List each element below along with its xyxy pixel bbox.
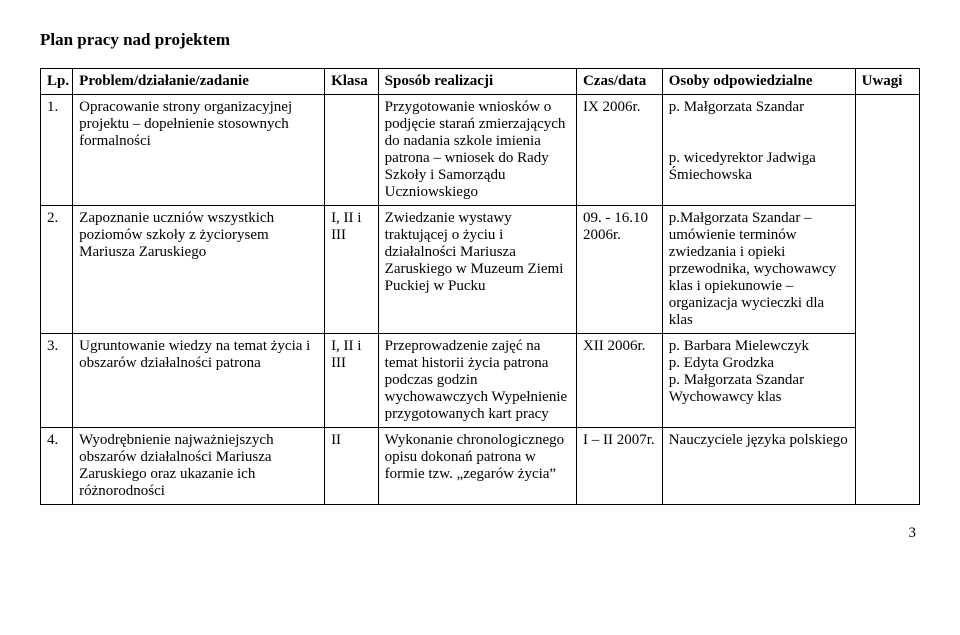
cell-czas: I – II 2007r. bbox=[576, 428, 662, 505]
col-sposob: Sposób realizacji bbox=[378, 69, 576, 95]
table-row: 1. Opracowanie strony organizacyjnej pro… bbox=[41, 95, 920, 206]
cell-osoby: p. Małgorzata Szandarp. wicedyrektor Jad… bbox=[662, 95, 855, 206]
col-uwagi: Uwagi bbox=[855, 69, 919, 95]
cell-sposob: Przygotowanie wniosków o podjęcie starań… bbox=[378, 95, 576, 206]
plan-table: Lp. Problem/działanie/zadanie Klasa Spos… bbox=[40, 68, 920, 505]
page-number: 3 bbox=[40, 525, 920, 542]
cell-czas: 09. - 16.10 2006r. bbox=[576, 206, 662, 334]
cell-sposob: Wykonanie chronologicznego opisu dokonań… bbox=[378, 428, 576, 505]
cell-sposob: Przeprowadzenie zajęć na temat historii … bbox=[378, 334, 576, 428]
col-osoby: Osoby odpowiedzialne bbox=[662, 69, 855, 95]
cell-osoby: p.Małgorzata Szandar – umówienie terminó… bbox=[662, 206, 855, 334]
cell-sposob: Zwiedzanie wystawy traktującej o życiu i… bbox=[378, 206, 576, 334]
page-title: Plan pracy nad projektem bbox=[40, 30, 920, 50]
cell-klasa: I, II i III bbox=[325, 334, 379, 428]
cell-uwagi bbox=[855, 95, 919, 505]
cell-czas: IX 2006r. bbox=[576, 95, 662, 206]
table-row: 3. Ugruntowanie wiedzy na temat życia i … bbox=[41, 334, 920, 428]
cell-problem: Ugruntowanie wiedzy na temat życia i obs… bbox=[73, 334, 325, 428]
cell-problem: Wyodrębnienie najważniejszych obszarów d… bbox=[73, 428, 325, 505]
cell-osoby: p. Barbara Mielewczykp. Edyta Grodzkap. … bbox=[662, 334, 855, 428]
cell-problem: Zapoznanie uczniów wszystkich poziomów s… bbox=[73, 206, 325, 334]
cell-lp: 3. bbox=[41, 334, 73, 428]
col-problem: Problem/działanie/zadanie bbox=[73, 69, 325, 95]
col-czas: Czas/data bbox=[576, 69, 662, 95]
cell-osoby: Nauczyciele języka polskiego bbox=[662, 428, 855, 505]
cell-lp: 4. bbox=[41, 428, 73, 505]
col-lp: Lp. bbox=[41, 69, 73, 95]
col-klasa: Klasa bbox=[325, 69, 379, 95]
cell-lp: 2. bbox=[41, 206, 73, 334]
table-row: 4. Wyodrębnienie najważniejszych obszaró… bbox=[41, 428, 920, 505]
cell-klasa bbox=[325, 95, 379, 206]
cell-problem: Opracowanie strony organizacyjnej projek… bbox=[73, 95, 325, 206]
table-row: 2. Zapoznanie uczniów wszystkich poziomó… bbox=[41, 206, 920, 334]
cell-klasa: I, II i III bbox=[325, 206, 379, 334]
table-header-row: Lp. Problem/działanie/zadanie Klasa Spos… bbox=[41, 69, 920, 95]
cell-lp: 1. bbox=[41, 95, 73, 206]
cell-klasa: II bbox=[325, 428, 379, 505]
cell-czas: XII 2006r. bbox=[576, 334, 662, 428]
